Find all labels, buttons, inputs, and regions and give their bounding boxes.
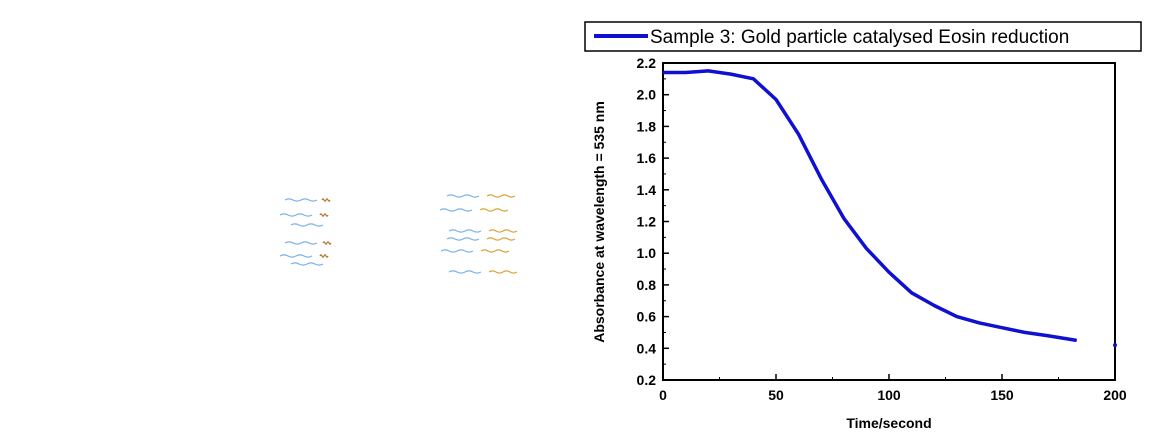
data-point xyxy=(1076,339,1078,341)
y-tick-label: 1.4 xyxy=(637,182,657,198)
legend-label: Sample 3: Gold particle catalysed Eosin … xyxy=(650,27,1069,48)
data-point xyxy=(752,78,754,80)
data-point xyxy=(707,70,709,72)
y-tick-label: 2.2 xyxy=(637,55,657,71)
wavy-lines-icon xyxy=(439,194,518,274)
y-axis-label: Absorbance at wavelength = 535 nm xyxy=(591,101,607,343)
wavy-lines-icon xyxy=(279,198,332,266)
wave-stroke xyxy=(486,237,516,241)
data-point xyxy=(911,292,913,294)
wave-stroke xyxy=(284,241,318,245)
wave-stroke xyxy=(439,208,473,212)
data-point xyxy=(775,98,777,100)
y-tick-label: 2.0 xyxy=(637,87,657,103)
y-tick-label: 1.0 xyxy=(637,245,657,261)
y-tick-label: 0.6 xyxy=(637,309,657,325)
data-point xyxy=(685,72,687,74)
wave-stroke xyxy=(284,198,318,202)
data-point xyxy=(798,133,800,135)
wave-stroke xyxy=(321,198,331,202)
data-point xyxy=(933,305,935,307)
wave-stroke xyxy=(322,241,332,245)
y-tick-label: 0.4 xyxy=(637,340,657,356)
x-axis: 0 50 100 150 200 xyxy=(659,374,1127,403)
x-axis-label: Time/second xyxy=(846,415,931,431)
legend-box xyxy=(584,21,1142,52)
x-tick-label: 150 xyxy=(990,387,1014,403)
data-point xyxy=(888,271,890,273)
x-tick-label: 50 xyxy=(768,387,784,403)
wave-stroke xyxy=(279,213,313,217)
x-tick-label: 200 xyxy=(1103,387,1127,403)
data-point xyxy=(956,316,958,318)
wave-stroke xyxy=(486,194,516,198)
data-point xyxy=(662,72,664,74)
series-layer xyxy=(662,69,1117,348)
wave-stroke xyxy=(290,262,324,266)
wave-stroke xyxy=(448,229,482,233)
plot-area xyxy=(662,62,1116,381)
wave-stroke xyxy=(488,270,518,274)
data-point xyxy=(1024,331,1026,333)
y-tick-label: 1.6 xyxy=(637,150,657,166)
wave-stroke xyxy=(279,254,313,258)
wave-stroke xyxy=(319,213,329,217)
data-point xyxy=(843,217,845,219)
data-point xyxy=(1001,327,1003,329)
wave-stroke xyxy=(446,194,480,198)
data-point xyxy=(978,322,980,324)
data-point xyxy=(820,178,822,180)
wave-stroke xyxy=(480,249,510,253)
data-point xyxy=(1113,343,1117,348)
y-tick-label: 0.8 xyxy=(637,277,657,293)
data-point xyxy=(1046,335,1048,337)
wave-stroke xyxy=(319,254,329,258)
wave-stroke xyxy=(488,229,518,233)
wave-stroke xyxy=(440,249,474,253)
y-tick-label: 1.2 xyxy=(637,214,657,230)
x-tick-label: 100 xyxy=(877,387,901,403)
wave-stroke xyxy=(290,223,324,227)
data-point xyxy=(865,247,867,249)
wave-stroke xyxy=(446,237,480,241)
wave-stroke xyxy=(479,208,509,212)
y-tick-label: 0.2 xyxy=(637,372,657,388)
legend: Sample 3: Gold particle catalysed Eosin … xyxy=(584,21,1142,52)
data-point xyxy=(730,73,732,75)
wave-stroke xyxy=(448,270,482,274)
x-tick-label: 0 xyxy=(659,387,667,403)
y-axis: 0.2 0.4 0.6 0.8 1.0 1.2 1.4 1.6 1.8 2.0 2.2 xyxy=(637,55,669,388)
y-tick-label: 1.8 xyxy=(637,118,657,134)
